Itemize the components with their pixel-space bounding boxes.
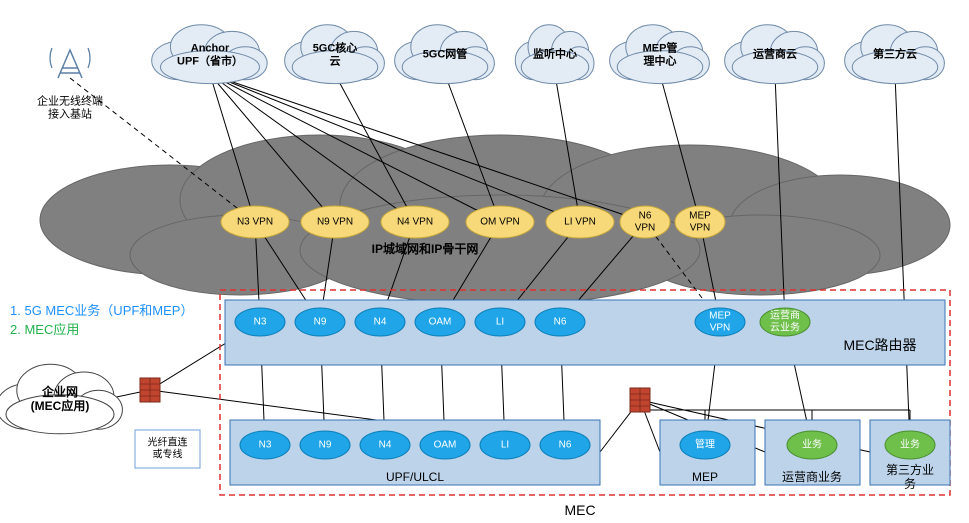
mep-iface bbox=[680, 431, 730, 459]
legend-num-1: 1. bbox=[10, 303, 21, 318]
legend-text-1: 5G MEC业务（UPF和MEP） bbox=[24, 303, 193, 318]
router-iface bbox=[415, 308, 465, 336]
top-cloud bbox=[845, 25, 945, 84]
upf-iface bbox=[240, 431, 290, 459]
router-iface bbox=[355, 308, 405, 336]
biz-iface bbox=[885, 431, 935, 459]
vpn-node bbox=[381, 206, 449, 238]
upf-iface bbox=[420, 431, 470, 459]
vpn-node bbox=[620, 206, 670, 238]
top-cloud bbox=[725, 25, 825, 84]
vpn-node bbox=[546, 206, 614, 238]
vpn-node bbox=[221, 206, 289, 238]
router-iface bbox=[535, 308, 585, 336]
upf-iface bbox=[360, 431, 410, 459]
router-iface bbox=[475, 308, 525, 336]
upf-iface bbox=[480, 431, 530, 459]
legend-num-2: 2. bbox=[10, 322, 21, 337]
upf-iface bbox=[540, 431, 590, 459]
fiber-box bbox=[135, 430, 200, 468]
firewall-icon bbox=[140, 378, 160, 402]
vpn-node bbox=[301, 206, 369, 238]
router-iface bbox=[760, 308, 810, 336]
biz-iface bbox=[787, 431, 837, 459]
router-iface bbox=[235, 308, 285, 336]
legend: 1. 5G MEC业务（UPF和MEP） 2. MEC应用 bbox=[10, 300, 193, 338]
top-cloud bbox=[515, 25, 594, 84]
upf-iface bbox=[300, 431, 350, 459]
top-cloud bbox=[395, 25, 495, 84]
router-iface bbox=[695, 308, 745, 336]
vpn-node bbox=[466, 206, 534, 238]
router-iface bbox=[295, 308, 345, 336]
legend-text-2: MEC应用 bbox=[24, 322, 79, 337]
vpn-node bbox=[675, 206, 725, 238]
enterprise-cloud bbox=[0, 364, 122, 434]
tower-icon bbox=[50, 48, 90, 78]
firewall-icon bbox=[630, 388, 650, 412]
top-cloud bbox=[285, 25, 385, 84]
top-cloud bbox=[152, 25, 268, 84]
top-cloud bbox=[610, 25, 710, 84]
